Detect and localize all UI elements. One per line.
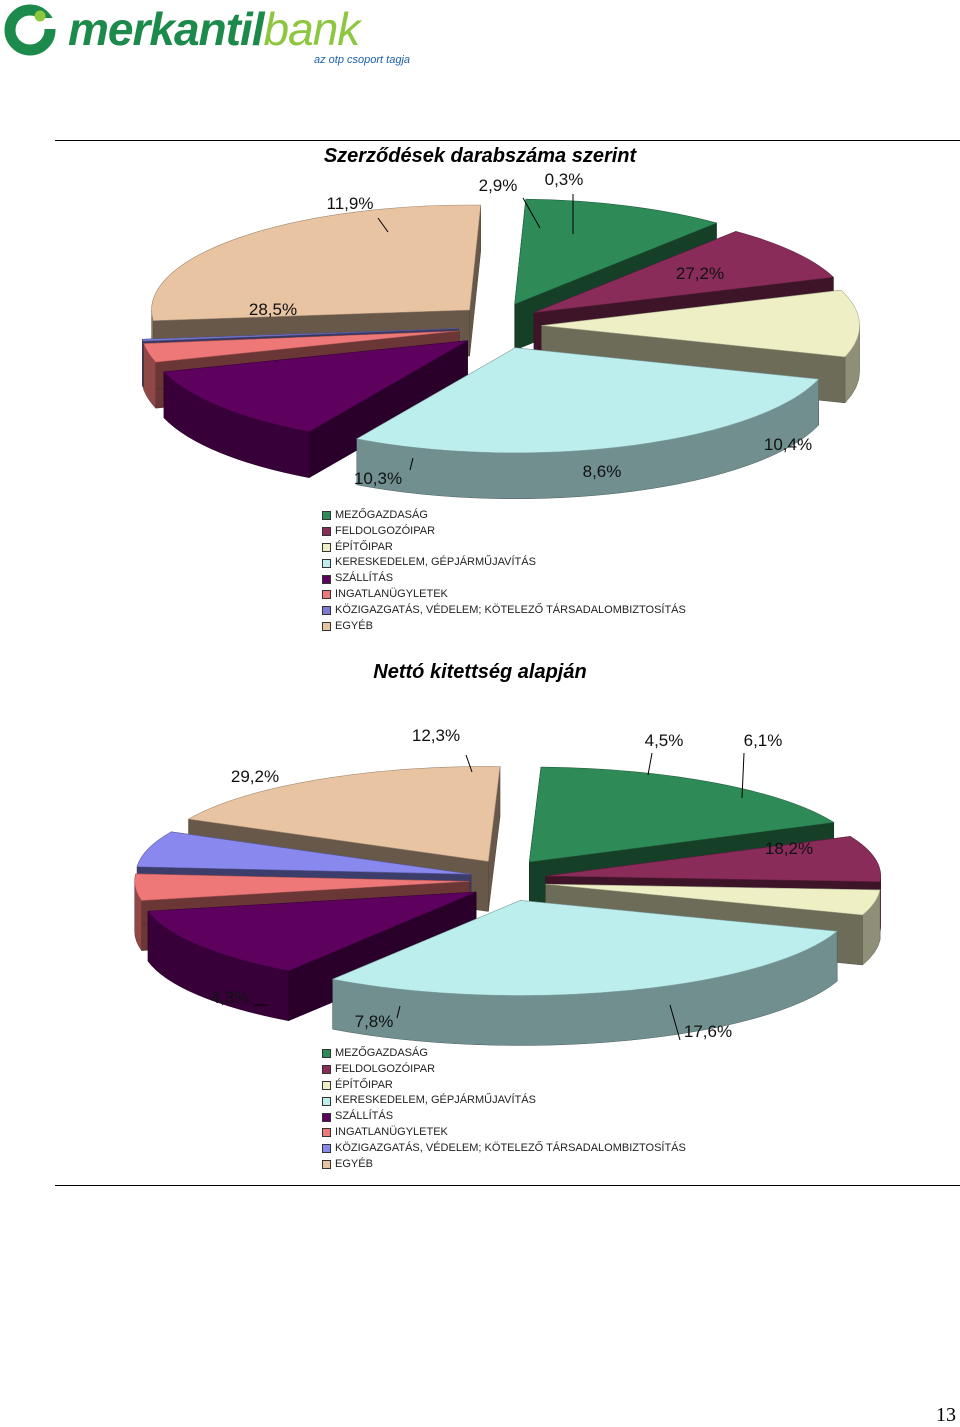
- page-number: 13: [936, 1404, 956, 1426]
- chart-2-legend: MEZŐGAZDASÁG FELDOLGOZÓIPAR ÉPÍTŐIPAR KERES…: [322, 1046, 686, 1172]
- slice-label-kozigazgatas-vedelem-kotelezo-tarsadalombiztositas: 6,1%: [744, 731, 783, 750]
- legend-item-mezogazdasag: MEZŐGAZDASÁG: [322, 508, 686, 524]
- legend-label: SZÁLLÍTÁS: [335, 572, 394, 585]
- legend-item-kozigazgatas-vedelem-kotelezo-tarsadalombiztositas: KÖZIGAZGATÁS, VÉDELEM; KÖTELEZŐ TÁRSADAL…: [322, 1141, 686, 1157]
- slice-label-epitoipar: 10,3%: [354, 469, 402, 488]
- chart-2-title: Nettó kitettség alapján: [373, 661, 587, 683]
- pie-slice-kereskedelem-gepjarmujavitas: [331, 900, 838, 1046]
- legend-item-ingatlanugyletek: INGATLANÜGYLETEK: [322, 1125, 686, 1141]
- legend-item-szallitas: SZÁLLÍTÁS: [322, 571, 686, 587]
- legend-swatch: [322, 527, 331, 537]
- legend-swatch: [322, 1049, 331, 1059]
- legend-item-ingatlanugyletek: INGATLANÜGYLETEK: [322, 587, 686, 603]
- legend-swatch: [322, 558, 331, 568]
- leader-line-epitoipar: [409, 457, 414, 471]
- legend-label: MEZŐGAZDASÁG: [335, 509, 428, 521]
- legend-label: FELDOLGOZÓIPAR: [335, 524, 436, 537]
- legend-label: KÖZIGAZGATÁS, VÉDELEM; KÖTELEZŐ TÁRSADAL…: [335, 603, 686, 616]
- legend-label: EGYÉB: [335, 619, 373, 632]
- legend-swatch: [322, 511, 331, 521]
- leader-line-szallitas: [465, 754, 473, 773]
- slice-label-kereskedelem-gepjarmujavitas: 29,2%: [231, 767, 279, 786]
- legend-swatch: [322, 621, 331, 631]
- leader-line-kozigazgatas-vedelem-kotelezo-tarsadalombiztositas: [741, 752, 745, 799]
- leader-line-szallitas: [377, 217, 389, 233]
- pie-slice-szallitas: [147, 891, 477, 1022]
- legend-label: INGATLANÜGYLETEK: [335, 1125, 448, 1138]
- top-divider: [55, 140, 960, 141]
- slice-label-ingatlanugyletek: 4,5%: [645, 731, 684, 750]
- legend-item-feldolgozoipar: FELDOLGOZÓIPAR: [322, 524, 686, 540]
- legend-swatch: [322, 1128, 331, 1138]
- slice-label-kozigazgatas-vedelem-kotelezo-tarsadalombiztositas: 0,3%: [545, 170, 584, 189]
- legend-item-mezogazdasag: MEZŐGAZDASÁG: [322, 1046, 686, 1062]
- pie-slice-kereskedelem-gepjarmujavitas: [355, 347, 820, 500]
- pie-slice-szallitas: [163, 340, 468, 479]
- legend-item-epitoipar: ÉPÍTŐIPAR: [322, 540, 686, 556]
- legend-swatch: [322, 574, 331, 584]
- logo-wordmark: merkantilbank: [68, 3, 362, 55]
- legend-label: ÉPÍTŐIPAR: [335, 1078, 393, 1091]
- slice-label-mezogazdasag: 17,6%: [684, 1022, 732, 1041]
- slice-label-egyeb: 27,2%: [676, 264, 724, 283]
- legend-item-kereskedelem-gepjarmujavitas: KERESKEDELEM, GÉPJÁRMŰJAVÍTÁS: [322, 555, 686, 571]
- legend-swatch: [322, 1096, 331, 1106]
- legend-swatch: [322, 606, 331, 616]
- legend-swatch: [322, 542, 331, 552]
- chart-2-pie: 17,6% 7,8% 4,3% 29,2% 12,3% 4,5% 6,1% 18,2%: [134, 726, 882, 1046]
- legend-item-egyeb: EGYÉB: [322, 619, 686, 635]
- legend-item-egyeb: EGYÉB: [322, 1157, 686, 1173]
- slice-label-ingatlanugyletek: 2,9%: [479, 176, 518, 195]
- slice-label-egyeb: 18,2%: [765, 839, 813, 858]
- legend-swatch: [322, 1112, 331, 1122]
- slice-label-feldolgozoipar: 7,8%: [355, 1012, 394, 1031]
- logo-dot-icon: [34, 10, 46, 22]
- legend-label: SZÁLLÍTÁS: [335, 1110, 394, 1123]
- bottom-divider: [55, 1185, 960, 1186]
- legend-label: KERESKEDELEM, GÉPJÁRMŰJAVÍTÁS: [335, 1094, 536, 1107]
- legend-label: INGATLANÜGYLETEK: [335, 587, 448, 600]
- legend-swatch: [322, 1080, 331, 1090]
- legend-item-kozigazgatas-vedelem-kotelezo-tarsadalombiztositas: KÖZIGAZGATÁS, VÉDELEM; KÖTELEZŐ TÁRSADAL…: [322, 603, 686, 619]
- slice-label-mezogazdasag: 10,4%: [764, 435, 812, 454]
- legend-item-kereskedelem-gepjarmujavitas: KERESKEDELEM, GÉPJÁRMŰJAVÍTÁS: [322, 1093, 686, 1109]
- logo-tagline: az otp csoport tagja: [314, 54, 410, 66]
- legend-label: KÖZIGAZGATÁS, VÉDELEM; KÖTELEZŐ TÁRSADAL…: [335, 1141, 686, 1154]
- slice-label-feldolgozoipar: 8,6%: [583, 462, 622, 481]
- logo-ring-icon: [4, 4, 56, 56]
- chart-1-title: Szerződések darabszáma szerint: [323, 145, 637, 167]
- chart-1-pie: 10,4% 8,6% 10,3% 28,5% 11,9% 2,9% 0,3% 27,2%: [141, 170, 860, 500]
- leader-line-feldolgozoipar: [396, 1005, 401, 1019]
- legend-label: MEZŐGAZDASÁG: [335, 1047, 428, 1059]
- legend-swatch: [322, 1144, 331, 1154]
- legend-item-epitoipar: ÉPÍTŐIPAR: [322, 1078, 686, 1094]
- legend-label: ÉPÍTŐIPAR: [335, 540, 393, 553]
- legend-label: FELDOLGOZÓIPAR: [335, 1062, 436, 1075]
- legend-label: EGYÉB: [335, 1157, 373, 1170]
- legend-swatch: [322, 1065, 331, 1075]
- legend-label: KERESKEDELEM, GÉPJÁRMŰJAVÍTÁS: [335, 556, 536, 569]
- slice-label-epitoipar: 4,3%: [211, 988, 250, 1007]
- legend-item-feldolgozoipar: FELDOLGOZÓIPAR: [322, 1062, 686, 1078]
- legend-item-szallitas: SZÁLLÍTÁS: [322, 1109, 686, 1125]
- slice-label-szallitas: 12,3%: [412, 726, 460, 745]
- legend-swatch: [322, 1159, 331, 1169]
- leader-line-ingatlanugyletek: [522, 197, 541, 229]
- chart-1-legend: MEZŐGAZDASÁG FELDOLGOZÓIPAR ÉPÍTŐIPAR KERES…: [322, 508, 686, 634]
- slice-label-szallitas: 11,9%: [327, 194, 374, 213]
- leader-line-mezogazdasag: [669, 1004, 681, 1041]
- merkantilbank-logo: merkantilbank az otp csoport tagja: [4, 3, 410, 66]
- slice-label-kereskedelem-gepjarmujavitas: 28,5%: [249, 300, 297, 319]
- leader-line-ingatlanugyletek: [647, 752, 653, 776]
- legend-swatch: [322, 590, 331, 600]
